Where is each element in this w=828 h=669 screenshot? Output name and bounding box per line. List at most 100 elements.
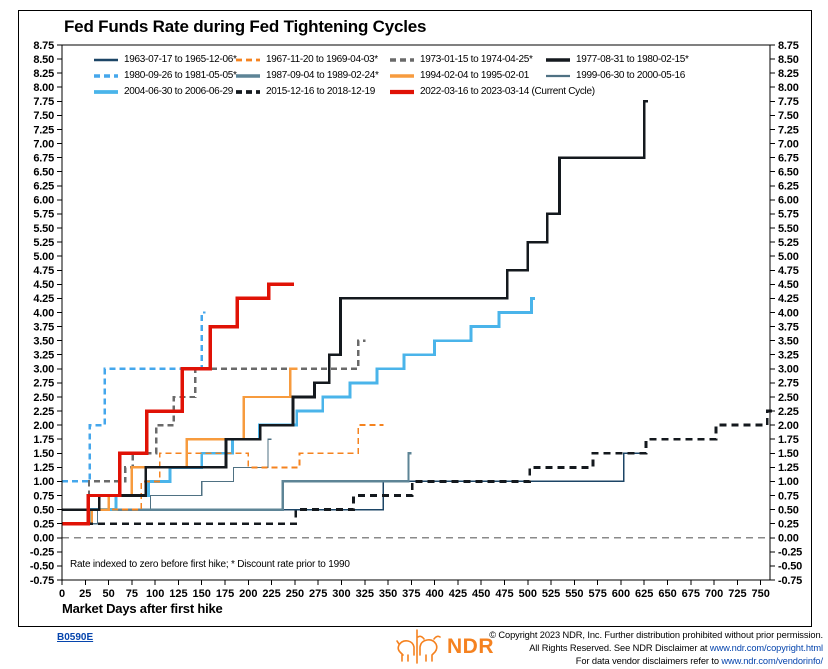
svg-text:6.00: 6.00 — [778, 195, 799, 207]
legend-swatch — [546, 57, 570, 62]
legend-item: 1987-09-04 to 1989-02-24* — [235, 69, 389, 82]
svg-text:125: 125 — [169, 588, 187, 600]
legend-swatch — [94, 73, 118, 78]
svg-text:1.50: 1.50 — [33, 448, 54, 460]
vendorinfo-link[interactable]: www.ndr.com/vendorinfo/ — [721, 656, 823, 666]
svg-text:7.50: 7.50 — [33, 110, 54, 122]
svg-text:725: 725 — [728, 588, 746, 600]
legend-item: 2004-06-30 to 2006-06-29 — [93, 85, 235, 98]
svg-text:300: 300 — [332, 588, 350, 600]
svg-text:6.75: 6.75 — [778, 152, 799, 164]
x-axis: 0 25 50 75 100 125 150 175 200 225 250 275 300 325 350… — [59, 580, 770, 600]
svg-text:5.25: 5.25 — [33, 237, 54, 249]
svg-text:4.00: 4.00 — [33, 307, 54, 319]
svg-text:0: 0 — [59, 588, 65, 600]
series-line-1 — [62, 424, 384, 511]
svg-text:600: 600 — [612, 588, 630, 600]
ndr-logo-text: NDR — [447, 634, 494, 658]
svg-text:4.75: 4.75 — [778, 265, 799, 277]
chart-title: Fed Funds Rate during Fed Tightening Cyc… — [64, 17, 427, 36]
svg-text:3.75: 3.75 — [778, 321, 799, 333]
legend-item: 1977-08-31 to 1980-02-15* — [545, 53, 689, 66]
svg-text:2.50: 2.50 — [778, 392, 799, 404]
legend-swatch — [390, 89, 414, 94]
svg-text:375: 375 — [402, 588, 420, 600]
svg-text:200: 200 — [239, 588, 257, 600]
svg-text:250: 250 — [286, 588, 304, 600]
svg-text:4.25: 4.25 — [778, 293, 799, 305]
svg-text:625: 625 — [635, 588, 653, 600]
svg-text:-0.75: -0.75 — [778, 575, 802, 587]
svg-text:4.75: 4.75 — [33, 265, 54, 277]
legend-swatch — [390, 73, 414, 78]
svg-text:3.25: 3.25 — [33, 350, 54, 362]
svg-text:4.50: 4.50 — [778, 279, 799, 291]
svg-text:5.50: 5.50 — [33, 223, 54, 235]
svg-text:2.50: 2.50 — [33, 392, 54, 404]
svg-text:1.25: 1.25 — [33, 462, 54, 474]
series-line-9 — [62, 409, 772, 526]
svg-text:7.25: 7.25 — [778, 124, 799, 136]
svg-text:350: 350 — [379, 588, 397, 600]
svg-text:675: 675 — [682, 588, 700, 600]
legend-swatch — [236, 89, 260, 94]
svg-text:0.75: 0.75 — [778, 490, 799, 502]
legend-item: 1999-06-30 to 2000-05-16 — [545, 69, 689, 82]
svg-text:450: 450 — [472, 588, 490, 600]
svg-text:0.50: 0.50 — [33, 504, 54, 516]
svg-text:3.25: 3.25 — [778, 350, 799, 362]
svg-text:25: 25 — [79, 588, 91, 600]
svg-text:7.25: 7.25 — [33, 124, 54, 136]
series-line-5 — [62, 452, 412, 511]
svg-text:3.00: 3.00 — [778, 364, 799, 376]
svg-text:3.75: 3.75 — [33, 321, 54, 333]
legend-item: 2022-03-16 to 2023-03-14 (Current Cycle) — [389, 85, 595, 98]
legend-label: 1980-09-26 to 1981-05-05* — [124, 70, 237, 81]
svg-text:475: 475 — [495, 588, 513, 600]
svg-text:6.25: 6.25 — [778, 181, 799, 193]
x-axis-title: Market Days after first hike — [62, 601, 223, 616]
series-line-8 — [62, 297, 536, 526]
legend-item: 2015-12-16 to 2018-12-19 — [235, 85, 389, 98]
series-line-3 — [62, 100, 648, 511]
svg-text:550: 550 — [565, 588, 583, 600]
ndr-logo: NDR — [393, 628, 494, 665]
copyright-link[interactable]: www.ndr.com/copyright.html — [709, 643, 823, 653]
footnote: Rate indexed to zero before first hike; … — [70, 559, 350, 570]
svg-text:8.25: 8.25 — [778, 68, 799, 80]
legend-item: 1980-09-26 to 1981-05-05* — [93, 69, 237, 82]
svg-text:5.00: 5.00 — [778, 251, 799, 263]
svg-text:4.50: 4.50 — [33, 279, 54, 291]
svg-text:6.50: 6.50 — [778, 167, 799, 179]
ndr-bull-bear-icon — [396, 629, 441, 664]
series-line-7 — [62, 438, 272, 525]
legend-label: 1999-06-30 to 2000-05-16 — [576, 70, 686, 81]
svg-text:-0.25: -0.25 — [30, 547, 54, 559]
svg-text:500: 500 — [519, 588, 537, 600]
series-line-10 — [62, 282, 294, 526]
svg-text:0.75: 0.75 — [33, 490, 54, 502]
svg-text:8.75: 8.75 — [33, 40, 54, 52]
document-id-link[interactable]: B0590E — [57, 632, 94, 643]
svg-text:2.00: 2.00 — [33, 420, 54, 432]
legend-swatch — [236, 58, 260, 61]
legend-label: 1973-01-15 to 1974-04-25* — [420, 54, 533, 65]
svg-text:1.50: 1.50 — [778, 448, 799, 460]
legend-swatch — [546, 74, 570, 77]
legend-item: 1967-11-20 to 1969-04-03* — [235, 53, 389, 66]
svg-text:400: 400 — [425, 588, 443, 600]
series-line-2 — [62, 339, 366, 511]
svg-text:5.25: 5.25 — [778, 237, 799, 249]
copyright-line-3: For data vendor disclaimers refer to www… — [575, 656, 823, 666]
svg-text:2.75: 2.75 — [33, 378, 54, 390]
plot-box — [61, 44, 771, 581]
svg-text:650: 650 — [658, 588, 676, 600]
svg-text:4.25: 4.25 — [33, 293, 54, 305]
svg-text:2.25: 2.25 — [33, 406, 54, 418]
svg-text:0.25: 0.25 — [33, 518, 54, 530]
svg-text:2.25: 2.25 — [778, 406, 799, 418]
svg-text:6.75: 6.75 — [33, 152, 54, 164]
copyright-line-2: All Rights Reserved. See NDR Disclaimer … — [529, 643, 823, 653]
svg-text:-0.25: -0.25 — [778, 547, 802, 559]
